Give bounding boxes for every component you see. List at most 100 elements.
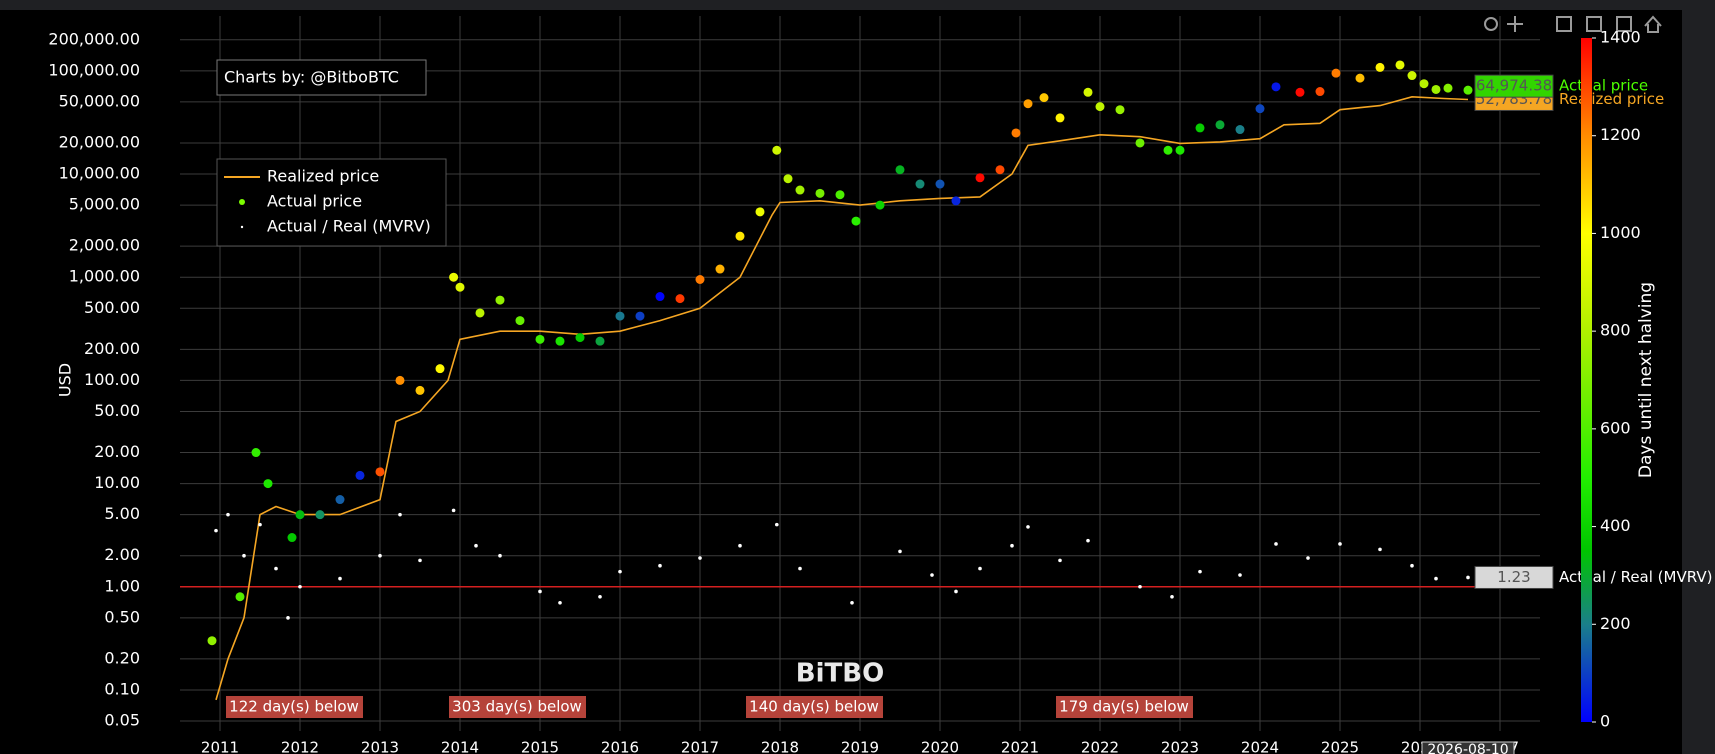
point: [975, 173, 985, 183]
point: [635, 311, 645, 321]
y-tick-label: 5.00: [104, 504, 140, 523]
point: [995, 165, 1005, 175]
zoom-in-icon[interactable]: [1556, 16, 1572, 32]
point: [1010, 543, 1014, 548]
point: [930, 573, 934, 577]
pan-icon[interactable]: [1507, 16, 1523, 32]
legend-label: Actual / Real (MVRV): [267, 217, 431, 236]
watermark: BiTBO: [796, 659, 884, 689]
zoom-icon[interactable]: [1484, 17, 1498, 31]
end-label-box: [1474, 565, 1554, 589]
point: [1163, 145, 1173, 155]
point: [295, 510, 305, 520]
y-tick-label: 100,000.00: [48, 60, 140, 79]
point: [1170, 594, 1174, 599]
y-tick-label: 200.00: [84, 339, 140, 358]
y-tick-label: 2,000.00: [69, 236, 140, 255]
point: [287, 533, 297, 543]
y-tick-label: 1,000.00: [69, 267, 140, 286]
point: [715, 264, 725, 274]
legend-box: [216, 158, 447, 247]
point: [951, 196, 961, 206]
point: [242, 553, 246, 558]
credit: Charts by: @BitboBTC: [224, 68, 399, 87]
point: [698, 556, 702, 560]
colorbar-tick-label: 600: [1600, 418, 1631, 437]
point: [895, 165, 905, 175]
reset-icon[interactable]: [1644, 15, 1662, 33]
y-tick-label: 0.05: [104, 711, 140, 730]
x-tick-label: 2012: [281, 739, 319, 754]
point: [1295, 87, 1305, 97]
point: [538, 589, 542, 594]
point: [555, 336, 565, 346]
point: [435, 364, 445, 374]
point: [235, 592, 245, 602]
point: [263, 479, 273, 489]
point: [214, 528, 218, 533]
point: [378, 553, 382, 558]
point: [1058, 558, 1062, 563]
point: [258, 522, 262, 527]
y-tick-label: 500.00: [84, 298, 140, 317]
point: [835, 190, 845, 200]
point: [658, 563, 662, 568]
point: [795, 185, 805, 195]
x-tick-label: 2018: [761, 739, 799, 754]
point: [474, 543, 478, 548]
point: [1138, 584, 1142, 589]
point: [1338, 542, 1342, 546]
point: [315, 510, 325, 520]
point: [226, 512, 230, 517]
point: [1315, 87, 1325, 97]
colorbar-tick-label: 1400: [1600, 28, 1641, 47]
point: [1306, 556, 1310, 560]
point: [535, 334, 545, 344]
y-tick-label: 0.20: [104, 648, 140, 667]
point: [1215, 120, 1225, 130]
point: [1395, 60, 1405, 70]
colorbar-tick-label: 1200: [1600, 125, 1641, 144]
legend-swatch: [239, 199, 245, 205]
colorbar-tick-label: 400: [1600, 516, 1631, 535]
point: [475, 308, 485, 318]
y-tick-label: 200,000.00: [48, 29, 140, 48]
point: [655, 292, 665, 302]
colorbar-title: Days until next halving: [1636, 282, 1656, 478]
y-tick-label: 0.50: [104, 607, 140, 626]
point: [1466, 575, 1470, 580]
x-tick-label: 2021: [1001, 739, 1039, 754]
point: [735, 231, 745, 241]
annotation-box: [226, 696, 363, 718]
annotation: 179 day(s) below: [1059, 698, 1189, 716]
point: [618, 569, 622, 574]
x-tick-label: 2022: [1081, 739, 1119, 754]
autoscale-icon[interactable]: [1616, 16, 1632, 32]
point: [1195, 123, 1205, 133]
zoom-out-icon[interactable]: [1586, 16, 1602, 32]
point: [775, 522, 779, 527]
point: [695, 275, 705, 285]
annotation: 303 day(s) below: [452, 698, 582, 716]
point: [1378, 547, 1382, 552]
y-tick-label: 50.00: [94, 401, 140, 420]
point: [398, 512, 402, 517]
y-tick-label: 2.00: [104, 545, 140, 564]
x-tick-label: 2023: [1161, 739, 1199, 754]
point: [815, 188, 825, 198]
point: [298, 584, 302, 589]
y-tick-label: 5,000.00: [69, 195, 140, 214]
hover-date: 2026-08-10: [1427, 742, 1508, 754]
x-tick-label: 2020: [921, 739, 959, 754]
point: [1271, 82, 1281, 92]
point: [1331, 68, 1341, 78]
point: [675, 294, 685, 304]
point: [207, 636, 217, 646]
point: [251, 448, 261, 458]
point: [1083, 87, 1093, 97]
point: [954, 589, 958, 594]
annotation-box: [1056, 696, 1193, 718]
line: [215, 95, 1469, 701]
point: [978, 566, 982, 571]
